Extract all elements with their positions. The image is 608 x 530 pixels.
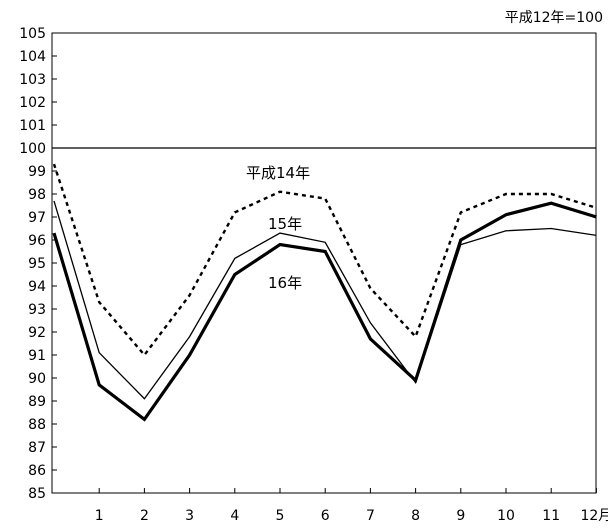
y-tick-label: 92 bbox=[28, 325, 46, 341]
x-tick-label: 1 bbox=[95, 508, 104, 524]
y-tick-label: 95 bbox=[28, 256, 46, 272]
y-tick-label: 105 bbox=[19, 26, 46, 42]
y-tick-label: 104 bbox=[19, 49, 46, 65]
y-tick-label: 102 bbox=[19, 95, 46, 111]
x-tick-label: 12月 bbox=[580, 508, 608, 524]
x-tick-label: 2 bbox=[140, 508, 149, 524]
x-tick-label: 5 bbox=[276, 508, 285, 524]
plot-frame bbox=[51, 32, 597, 494]
x-tick-label: 11 bbox=[542, 508, 560, 524]
y-axis: 85 86 87 88 89 90 91 92 93 94 95 96 97 98 99 100 101 102 1… bbox=[19, 26, 57, 502]
x-tick-label: 10 bbox=[497, 508, 515, 524]
y-tick-label: 88 bbox=[28, 417, 46, 433]
series-label-15: 15年 bbox=[268, 215, 302, 233]
y-tick-label: 90 bbox=[28, 371, 46, 387]
y-tick-label: 87 bbox=[28, 440, 46, 456]
y-tick-label: 98 bbox=[28, 187, 46, 203]
y-tick-label: 96 bbox=[28, 233, 46, 249]
series-line-1 bbox=[52, 163, 597, 357]
series-group bbox=[52, 163, 597, 422]
x-tick-label: 3 bbox=[185, 508, 194, 524]
y-tick-label: 101 bbox=[19, 118, 46, 134]
y-tick-label: 99 bbox=[28, 164, 46, 180]
base-year-note: 平成12年=100 bbox=[505, 10, 603, 26]
x-tick-label: 4 bbox=[230, 508, 239, 524]
x-tick-label: 7 bbox=[366, 508, 375, 524]
series-line-2 bbox=[53, 200, 597, 400]
x-axis: 1 2 3 4 5 6 7 8 9 10 11 12月 bbox=[95, 488, 608, 524]
series-label-h14: 平成14年 bbox=[246, 164, 310, 182]
y-tick-label: 94 bbox=[28, 279, 46, 295]
y-tick-label: 89 bbox=[28, 394, 46, 410]
y-tick-label: 100 bbox=[19, 141, 46, 157]
y-tick-label: 91 bbox=[28, 348, 46, 364]
series-annotations: 平成14年 15年 16年 bbox=[246, 164, 310, 292]
x-tick-label: 6 bbox=[321, 508, 330, 524]
y-tick-label: 85 bbox=[28, 486, 46, 502]
x-tick-label: 9 bbox=[456, 508, 465, 524]
y-tick-label: 103 bbox=[19, 72, 46, 88]
y-tick-label: 97 bbox=[28, 210, 46, 226]
y-tick-label: 93 bbox=[28, 302, 46, 318]
series-line-3 bbox=[52, 201, 597, 422]
series-label-16: 16年 bbox=[268, 274, 302, 292]
y-tick-label: 86 bbox=[28, 463, 46, 479]
x-tick-label: 8 bbox=[411, 508, 420, 524]
